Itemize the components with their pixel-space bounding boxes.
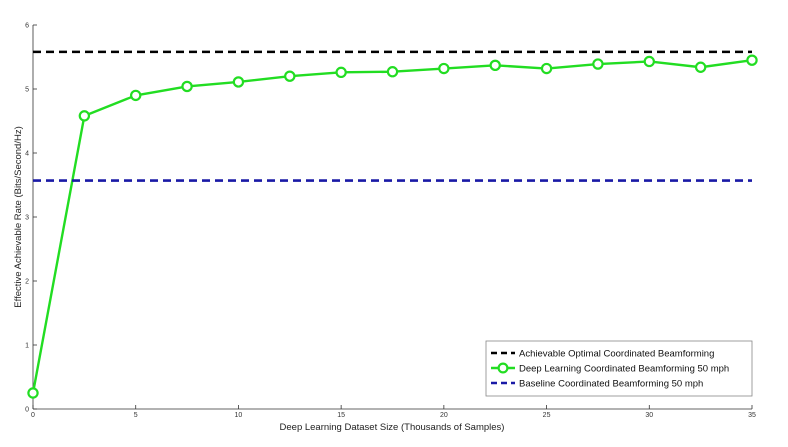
- series-point: [592, 58, 604, 70]
- legend-label: Baseline Coordinated Beamforming 50 mph: [519, 379, 703, 390]
- series-point: [746, 54, 758, 66]
- x-tick-label: 5: [134, 412, 138, 419]
- series-point: [643, 55, 655, 68]
- series-point: [489, 59, 501, 72]
- x-tick-label: 10: [235, 412, 243, 419]
- legend-marker: [497, 362, 509, 374]
- series-point: [130, 89, 142, 102]
- x-tick-label: 30: [645, 412, 653, 419]
- series-point: [27, 387, 39, 399]
- series-point: [78, 110, 91, 122]
- y-tick-label: 1: [25, 343, 29, 350]
- y-tick-label: 6: [25, 23, 29, 30]
- series-point: [694, 61, 707, 73]
- x-tick-label: 0: [31, 412, 35, 419]
- x-tick-label: 20: [440, 412, 448, 419]
- series-point: [284, 70, 296, 82]
- series-layer: [27, 50, 758, 399]
- y-tick-label: 0: [25, 407, 29, 414]
- series-point: [181, 80, 193, 93]
- legend-box: [485, 340, 753, 397]
- series-point: [232, 76, 245, 88]
- series-point: [540, 62, 553, 75]
- legend: Achievable Optimal Coordinated Beamformi…: [485, 340, 753, 397]
- legend-label: Achievable Optimal Coordinated Beamformi…: [519, 349, 714, 360]
- legend-label: Deep Learning Coordinated Beamforming 50…: [519, 364, 729, 375]
- y-tick-label: 4: [25, 151, 29, 158]
- x-tick-label: 15: [337, 412, 345, 419]
- y-ticks: 0 1 2 3 4 5 6: [25, 23, 37, 414]
- y-axis-label: Effective Achievable Rate (Bits/Second/H…: [13, 126, 24, 307]
- x-axis-label: Deep Learning Dataset Size (Thousands of…: [280, 422, 505, 433]
- x-tick-label: 35: [748, 412, 756, 419]
- x-tick-label: 25: [543, 412, 551, 419]
- series-point: [335, 66, 347, 79]
- series-point: [386, 66, 399, 78]
- y-tick-label: 3: [25, 215, 29, 222]
- x-ticks: 0 5 10 15 20 25 30 35: [31, 405, 756, 419]
- y-tick-label: 2: [25, 279, 29, 286]
- y-tick-label: 5: [25, 87, 29, 94]
- legend-items: Achievable Optimal Coordinated Beamformi…: [491, 349, 729, 390]
- series-point: [438, 62, 450, 75]
